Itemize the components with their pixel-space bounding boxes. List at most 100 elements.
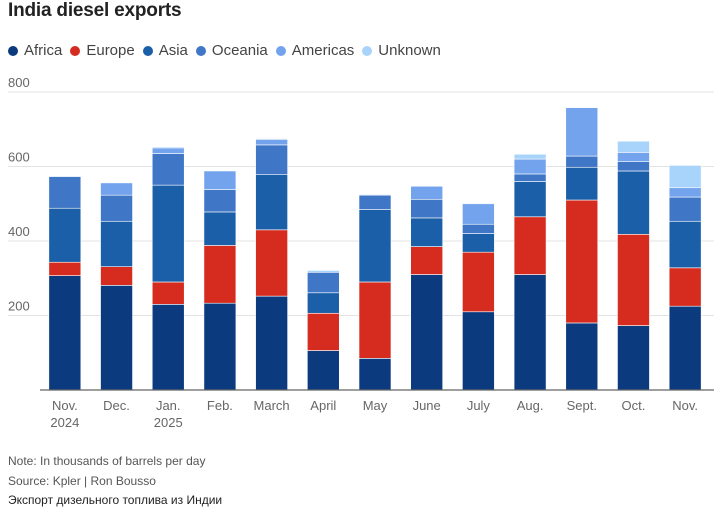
x-tick-label: June — [413, 398, 441, 413]
bar-americas-11 — [617, 152, 650, 162]
bar-oceania-2 — [151, 153, 185, 186]
bar-europe-9 — [513, 216, 547, 275]
bar-americas-1 — [100, 182, 133, 196]
bar-africa-10 — [565, 322, 599, 391]
source-note: Source: Kpler | Ron Bousso — [8, 474, 156, 488]
bar-oceania-3 — [203, 189, 237, 213]
bar-africa-11 — [617, 325, 650, 391]
bar-europe-11 — [617, 233, 650, 326]
legend-swatch — [362, 45, 373, 56]
bar-asia-11 — [617, 170, 650, 235]
chart-title: India diesel exports — [8, 0, 182, 21]
bar-africa-3 — [203, 302, 237, 391]
y-tick-label: 400 — [8, 224, 30, 239]
bar-americas-10 — [565, 107, 599, 157]
bar-unknown-5 — [307, 270, 340, 273]
bar-africa-6 — [358, 358, 392, 391]
bar-unknown-6 — [358, 194, 392, 196]
legend-item-oceania: Oceania — [195, 42, 268, 59]
bar-europe-4 — [255, 229, 288, 297]
bar-americas-3 — [203, 170, 237, 190]
bar-europe-3 — [203, 245, 237, 304]
legend-swatch — [70, 45, 81, 56]
legend-swatch — [275, 45, 286, 56]
bar-asia-6 — [358, 209, 392, 283]
bar-asia-8 — [462, 233, 495, 253]
bar-africa-7 — [410, 274, 443, 391]
legend-swatch — [8, 45, 18, 56]
bar-asia-1 — [100, 220, 133, 268]
bar-americas-12 — [668, 187, 702, 198]
bar-africa-1 — [100, 285, 133, 391]
x-tick-label: Sept. — [567, 398, 597, 413]
legend-label: Africa — [24, 42, 63, 59]
legend-item-unknown: Unknown — [362, 42, 441, 59]
bar-oceania-5 — [307, 271, 340, 294]
caption: Экспорт дизельного топлива из Индии — [8, 493, 223, 507]
bar-europe-10 — [565, 199, 599, 324]
bar-europe-1 — [100, 266, 133, 286]
bar-europe-8 — [462, 251, 495, 313]
x-tick-label: July — [467, 398, 491, 413]
bar-asia-4 — [255, 174, 288, 231]
y-tick-label: 600 — [8, 150, 30, 165]
bar-africa-12 — [668, 305, 702, 391]
x-tick-label: Nov. — [672, 398, 698, 413]
bar-europe-5 — [307, 312, 340, 351]
legend-label: Americas — [291, 42, 355, 59]
x-tick-label: 2024 — [50, 415, 79, 430]
y-tick-label: 800 — [8, 75, 30, 90]
bar-oceania-10 — [565, 155, 599, 168]
x-tick-label: 2025 — [154, 415, 183, 430]
bar-europe-6 — [358, 281, 392, 359]
bar-oceania-7 — [410, 198, 443, 219]
bar-oceania-1 — [100, 194, 133, 222]
x-tick-label: Jan. — [156, 398, 181, 413]
bar-unknown-4 — [255, 138, 288, 140]
bar-americas-7 — [410, 185, 443, 200]
bar-africa-9 — [513, 274, 547, 391]
x-tick-label: April — [310, 398, 336, 413]
bar-asia-9 — [513, 181, 547, 218]
bar-asia-7 — [410, 217, 443, 247]
bar-oceania-4 — [255, 144, 288, 175]
legend-swatch — [142, 45, 153, 56]
bar-africa-5 — [307, 350, 340, 391]
legend-label: Unknown — [378, 42, 441, 59]
bar-americas-8 — [462, 203, 495, 225]
bar-europe-0 — [48, 261, 82, 276]
bar-europe-7 — [410, 246, 443, 275]
y-tick-label: 200 — [8, 299, 30, 314]
x-tick-label: May — [363, 398, 388, 413]
bar-oceania-12 — [668, 196, 702, 222]
bar-asia-2 — [151, 184, 185, 283]
x-tick-label: Feb. — [207, 398, 233, 413]
bar-americas-2 — [151, 147, 185, 154]
legend-item-asia: Asia — [142, 42, 188, 59]
bar-americas-4 — [255, 139, 288, 146]
bar-africa-2 — [151, 304, 185, 391]
bar-unknown-2 — [151, 146, 185, 149]
legend-label: Asia — [158, 42, 188, 59]
bar-africa-8 — [462, 311, 495, 391]
x-tick-label: Nov. — [52, 398, 78, 413]
bar-oceania-8 — [462, 223, 495, 234]
legend: Africa Europe Asia Oceania Americas Unknown — [8, 42, 449, 59]
bar-oceania-11 — [617, 161, 650, 172]
x-tick-label: March — [254, 398, 290, 413]
legend-label: Oceania — [211, 42, 268, 59]
legend-item-americas: Americas — [275, 42, 355, 59]
bar-unknown-8 — [462, 202, 495, 205]
bar-oceania-0 — [48, 176, 82, 209]
bar-asia-12 — [668, 220, 702, 269]
x-tick-label: Oct. — [622, 398, 646, 413]
bar-americas-9 — [513, 158, 547, 175]
x-tick-label: Aug. — [517, 398, 544, 413]
legend-item-africa: Africa — [8, 42, 62, 59]
bar-oceania-6 — [358, 194, 392, 210]
units-note: Note: In thousands of barrels per day — [8, 454, 206, 468]
legend-item-europe: Europe — [70, 42, 135, 59]
bar-unknown-11 — [617, 140, 650, 153]
bar-europe-2 — [151, 281, 185, 305]
